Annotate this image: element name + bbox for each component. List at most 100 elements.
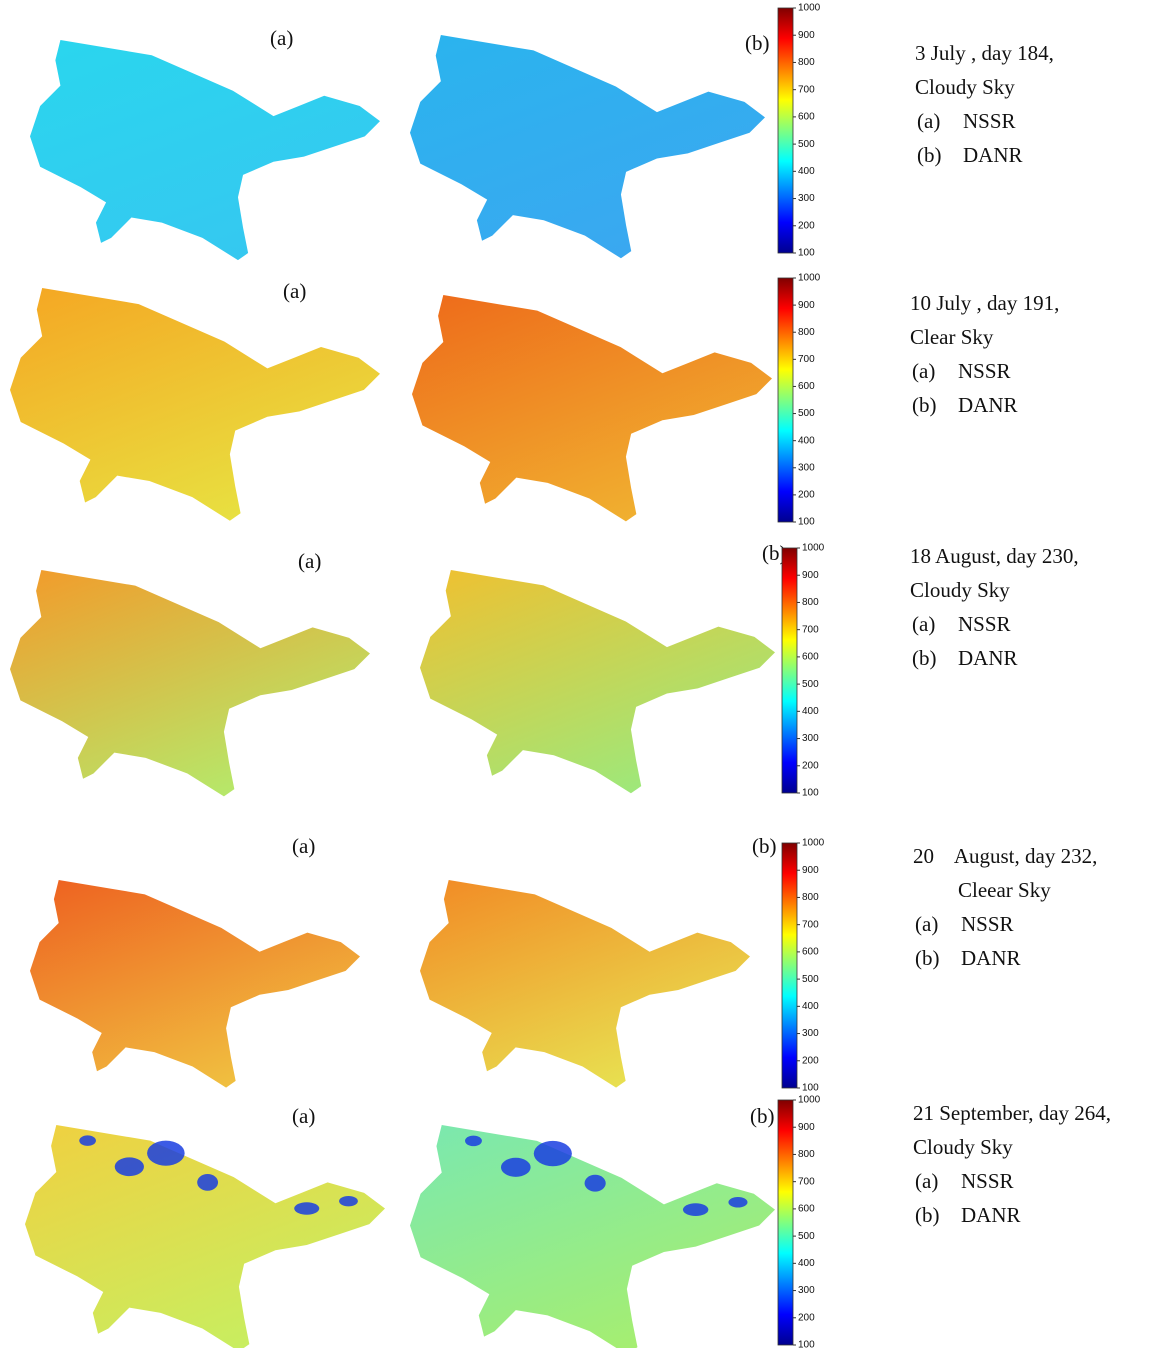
map-region xyxy=(410,1125,775,1348)
legend-text: DANR xyxy=(958,646,1018,670)
panel-label: (a) xyxy=(292,1104,315,1128)
panel-label: (a) xyxy=(292,834,315,858)
colorbar-tick-label: 100 xyxy=(798,248,815,259)
legend-key: (a) xyxy=(915,1169,938,1193)
caption-line: Cloudy Sky xyxy=(910,578,1010,602)
legend-text: NSSR xyxy=(958,359,1011,383)
panel-label: (b) xyxy=(745,31,770,55)
colorbar-tick-label: 500 xyxy=(802,679,819,690)
colorbar-tick-label: 200 xyxy=(798,220,815,231)
colorbar-tick-label: 800 xyxy=(802,892,819,903)
colorbar xyxy=(777,277,794,523)
legend-text: NSSR xyxy=(958,612,1011,636)
panel-label: (a) xyxy=(270,26,293,50)
colorbar-tick-label: 300 xyxy=(802,733,819,744)
colorbar-tick-label: 800 xyxy=(798,327,815,338)
map xyxy=(420,880,751,1088)
colorbar-tick-label: 1000 xyxy=(802,543,825,554)
cloud-patch xyxy=(728,1196,748,1208)
map xyxy=(410,35,765,259)
colorbar-tick-label: 800 xyxy=(798,57,815,68)
panel-label: (b) xyxy=(752,834,777,858)
cloud-patch xyxy=(533,1140,572,1167)
colorbar-tick-label: 1000 xyxy=(798,3,821,14)
colorbar xyxy=(777,7,794,254)
colorbar-tick-label: 900 xyxy=(802,570,819,581)
map xyxy=(10,288,380,521)
colorbar-tick-label: 600 xyxy=(802,947,819,958)
colorbar-tick-label: 1000 xyxy=(798,1095,821,1106)
map-region xyxy=(410,35,765,259)
cloud-patch xyxy=(147,1140,185,1166)
cloud-patch xyxy=(584,1174,606,1192)
colorbar-tick-label: 300 xyxy=(798,1285,815,1296)
colorbar-tick-label: 800 xyxy=(802,597,819,608)
colorbar-tick-label: 500 xyxy=(798,1231,815,1242)
map-region xyxy=(420,880,751,1088)
colorbar-tick-label: 1000 xyxy=(798,273,821,284)
panel-label: (a) xyxy=(283,279,306,303)
colorbar xyxy=(777,1099,794,1346)
map-region xyxy=(412,295,772,522)
map-region xyxy=(10,570,370,797)
colorbar-tick-label: 900 xyxy=(798,300,815,311)
caption-line: Cloudy Sky xyxy=(913,1135,1013,1159)
cloud-patch xyxy=(79,1135,96,1146)
legend-key: (a) xyxy=(917,109,940,133)
colorbar-tick-label: 900 xyxy=(802,865,819,876)
legend-key: (a) xyxy=(912,359,935,383)
colorbar xyxy=(781,547,798,794)
caption-line: 18 August, day 230, xyxy=(910,544,1079,568)
colorbar-tick-label: 300 xyxy=(802,1028,819,1039)
legend-key: (b) xyxy=(917,143,942,167)
legend-text: DANR xyxy=(961,946,1021,970)
colorbar-tick-label: 700 xyxy=(798,1176,815,1187)
map xyxy=(30,880,361,1088)
colorbar-tick-label: 700 xyxy=(802,624,819,635)
map xyxy=(412,295,772,522)
legend-text: NSSR xyxy=(961,1169,1014,1193)
colorbar-tick-label: 200 xyxy=(798,490,815,501)
legend-text: NSSR xyxy=(963,109,1016,133)
panel-label: (a) xyxy=(298,549,321,573)
caption-line: Clear Sky xyxy=(910,325,994,349)
colorbar-tick-label: 900 xyxy=(798,30,815,41)
colorbar-tick-label: 600 xyxy=(798,381,815,392)
map xyxy=(25,1125,385,1348)
map xyxy=(30,40,380,261)
colorbar-tick-label: 500 xyxy=(802,974,819,985)
caption-line: Cleear Sky xyxy=(958,878,1051,902)
colorbar-tick-label: 400 xyxy=(798,166,815,177)
colorbar-tick-label: 400 xyxy=(798,435,815,446)
cloud-patch xyxy=(339,1195,358,1207)
map-region xyxy=(30,880,361,1088)
colorbar-tick-label: 600 xyxy=(802,652,819,663)
map xyxy=(10,570,370,797)
map-region xyxy=(25,1125,385,1348)
colorbar-tick-label: 600 xyxy=(798,112,815,123)
colorbar-tick-label: 100 xyxy=(798,517,815,528)
colorbar-tick-label: 900 xyxy=(798,1122,815,1133)
map xyxy=(410,1125,775,1348)
colorbar-tick-label: 700 xyxy=(798,354,815,365)
cloud-patch xyxy=(682,1203,709,1216)
map-region xyxy=(420,570,775,794)
colorbar xyxy=(781,842,798,1089)
legend-key: (b) xyxy=(912,393,937,417)
colorbar-tick-label: 400 xyxy=(802,1001,819,1012)
legend-key: (b) xyxy=(912,646,937,670)
legend-text: DANR xyxy=(958,393,1018,417)
legend-text: DANR xyxy=(961,1203,1021,1227)
colorbar-tick-label: 100 xyxy=(802,788,819,799)
cloud-patch xyxy=(197,1174,219,1191)
cloud-patch xyxy=(294,1202,320,1215)
colorbar-tick-label: 700 xyxy=(798,84,815,95)
colorbar-tick-label: 300 xyxy=(798,193,815,204)
colorbar-tick-label: 100 xyxy=(802,1083,819,1094)
legend-text: DANR xyxy=(963,143,1023,167)
colorbar-tick-label: 1000 xyxy=(802,838,825,849)
colorbar-tick-label: 400 xyxy=(798,1258,815,1269)
map xyxy=(420,570,775,794)
colorbar-tick-label: 200 xyxy=(798,1312,815,1323)
